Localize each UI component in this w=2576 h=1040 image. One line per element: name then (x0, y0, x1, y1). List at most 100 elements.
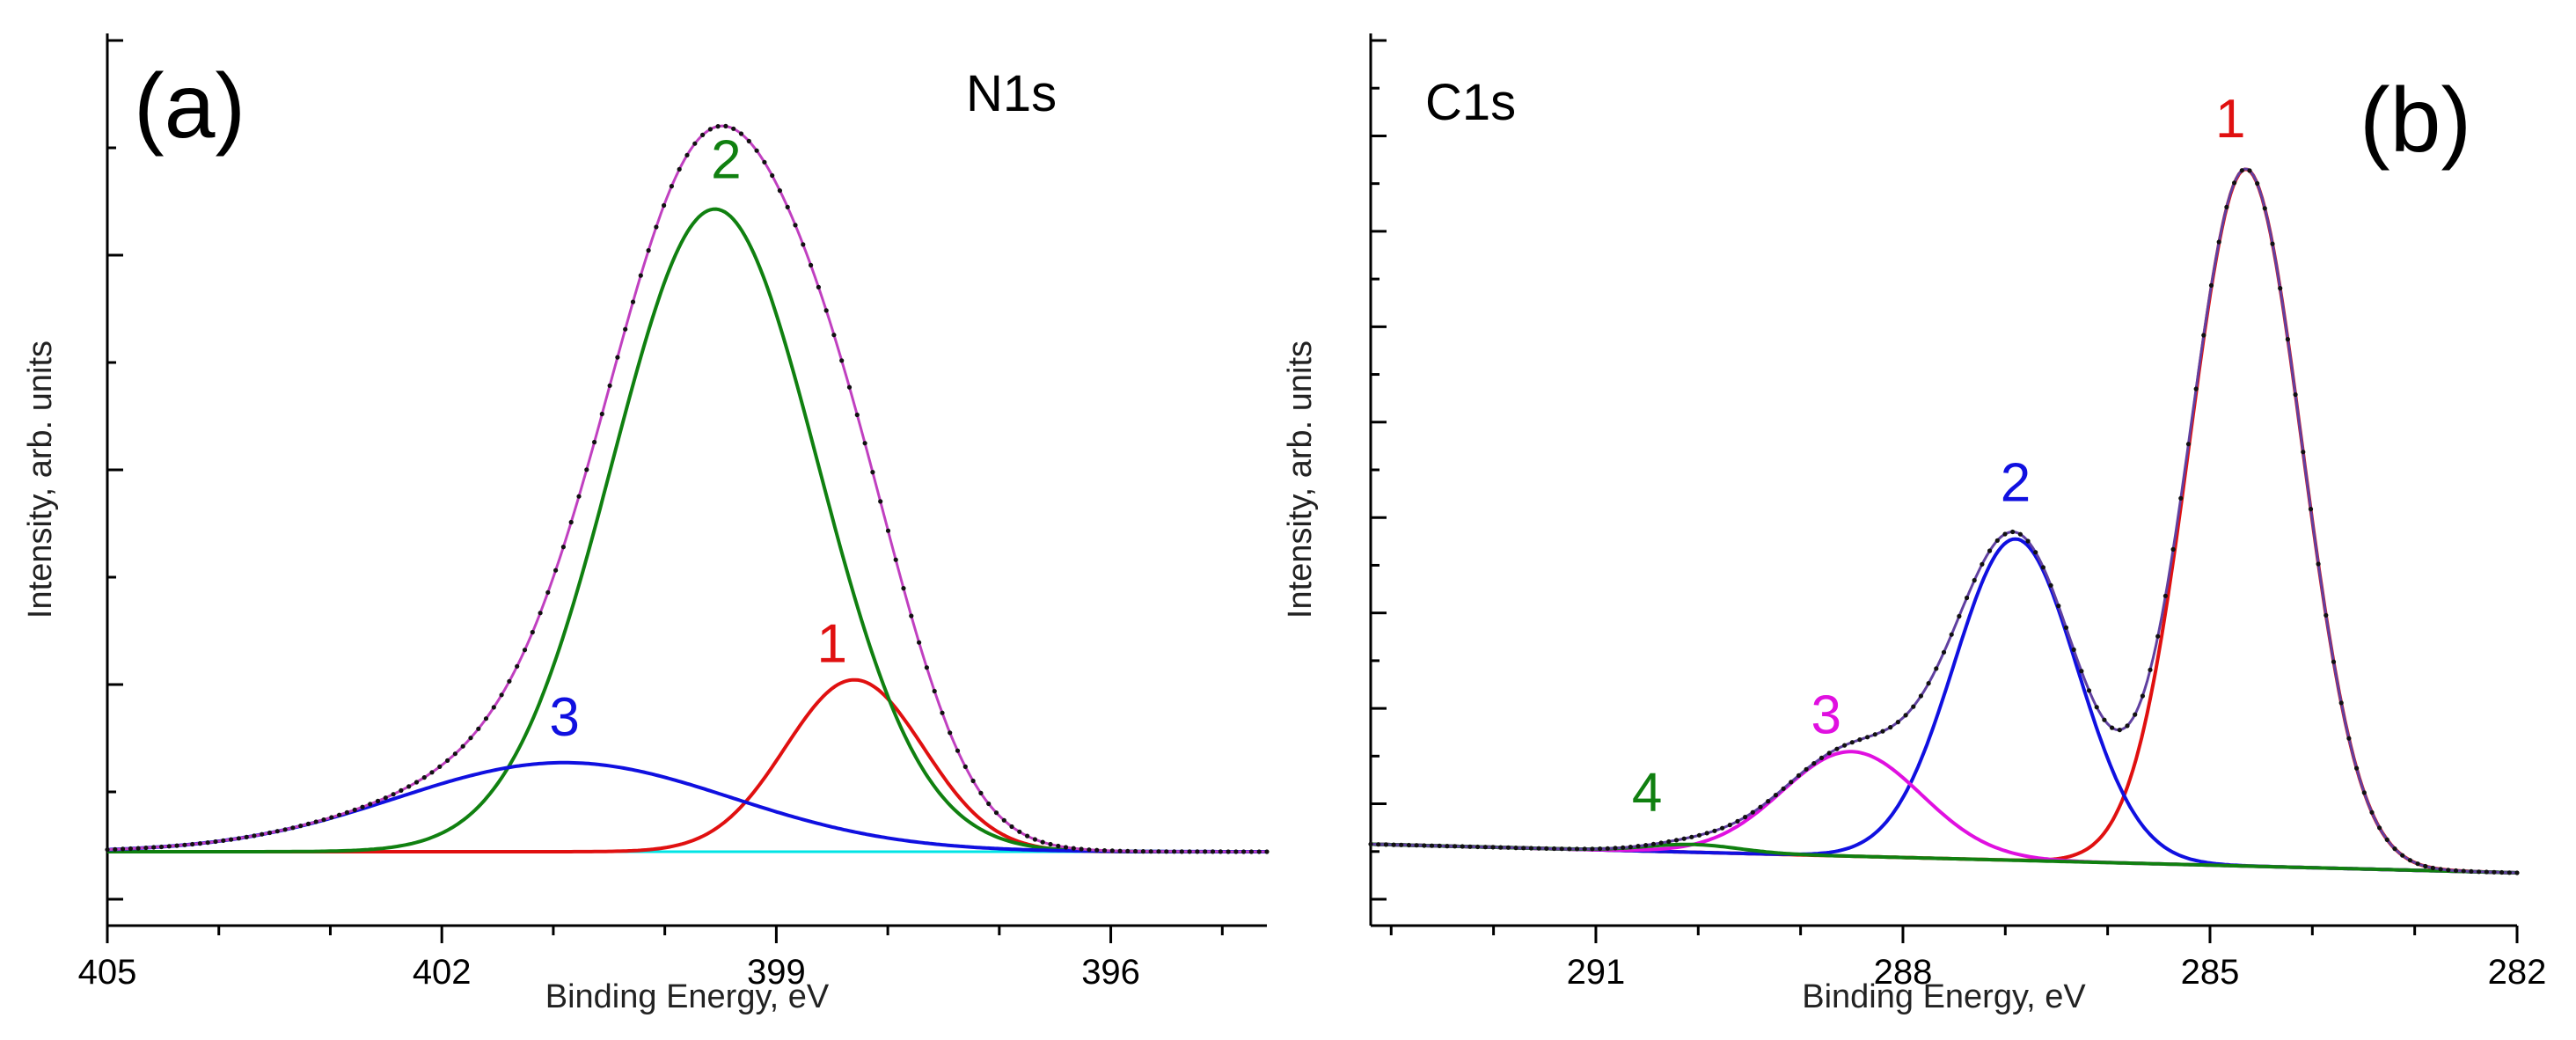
data-point (1264, 849, 1270, 854)
data-point (1681, 836, 1687, 841)
data-point (1918, 693, 1923, 699)
data-point (1475, 844, 1481, 850)
data-point (1911, 704, 1916, 709)
data-point (2170, 546, 2176, 553)
data-point (823, 308, 829, 313)
data-point (1965, 595, 1970, 601)
data-point (399, 787, 404, 794)
data-point (2216, 239, 2221, 245)
data-point (576, 494, 582, 499)
data-point (738, 131, 744, 136)
data-point (1636, 844, 1641, 849)
data-point (723, 123, 728, 128)
data-point (290, 825, 296, 831)
data-point (413, 780, 420, 785)
data-point (854, 412, 860, 418)
data-point (1941, 649, 1947, 655)
data-point (2338, 700, 2344, 706)
data-point (948, 730, 953, 736)
data-point (2117, 728, 2122, 733)
data-point (274, 829, 280, 834)
data-point (2506, 870, 2512, 875)
data-point (1218, 849, 1223, 854)
data-point (1544, 846, 1549, 852)
data-point (2178, 495, 2184, 501)
data-point (2423, 863, 2428, 869)
data-point (236, 836, 241, 841)
data-point (1934, 666, 1939, 671)
data-point (2453, 868, 2459, 874)
data-point (2048, 582, 2053, 588)
data-point (862, 441, 867, 446)
data-point (1164, 849, 1169, 854)
data-point (1109, 848, 1115, 853)
data-point (205, 840, 210, 846)
data-point (2224, 204, 2229, 209)
x-tick-label: 288 (1874, 953, 1933, 992)
data-point (1994, 538, 2000, 543)
x-tick-label: 285 (2181, 953, 2240, 992)
data-point (777, 188, 783, 194)
y-axis-title: Intensity, arb. units (1282, 341, 1319, 619)
panel-label: (b) (2360, 70, 2471, 172)
data-point (809, 262, 814, 267)
data-point (421, 775, 427, 780)
data-point (113, 846, 118, 852)
data-point (746, 138, 751, 143)
data-point (654, 224, 659, 230)
data-point (677, 166, 682, 172)
data-point (166, 844, 172, 849)
data-point (692, 141, 698, 146)
data-point (2140, 693, 2145, 699)
data-point (1383, 842, 1388, 847)
data-point (924, 665, 929, 670)
data-point (793, 223, 798, 228)
data-point (2102, 717, 2107, 722)
data-point (1613, 846, 1618, 851)
data-point (1888, 725, 1893, 730)
component-peak-3 (1370, 750, 2518, 875)
data-point (483, 716, 489, 721)
data-point (468, 736, 473, 741)
data-point (260, 831, 265, 837)
data-point (885, 528, 891, 533)
data-point (2492, 869, 2497, 875)
data-point (1505, 845, 1511, 850)
panel-label: (a) (134, 55, 245, 157)
data-point (1559, 846, 1564, 852)
data-point (1179, 849, 1184, 854)
data-point (707, 127, 714, 132)
data-point (545, 590, 551, 595)
data-point (1521, 846, 1526, 851)
data-point (298, 824, 304, 829)
data-point (955, 748, 961, 753)
data-point (1467, 844, 1473, 849)
data-point (2377, 825, 2382, 831)
data-point (2484, 869, 2489, 875)
data-point (530, 629, 535, 635)
data-point (1926, 681, 1931, 686)
data-point (870, 470, 875, 475)
data-point (1773, 793, 1778, 798)
data-point (2361, 790, 2367, 795)
data-point (406, 784, 412, 789)
data-point (128, 846, 133, 852)
component-label-4: 4 (1632, 763, 1662, 824)
x-axis-title: Binding Energy, eV (545, 978, 830, 1015)
data-point (460, 743, 465, 749)
data-point (313, 819, 318, 824)
data-point (1094, 847, 1100, 853)
data-point (2331, 659, 2337, 664)
spectrum-label: C1s (1425, 74, 1516, 131)
data-point (158, 844, 165, 850)
data-point (1248, 849, 1254, 854)
data-point (917, 640, 922, 645)
data-point (684, 152, 690, 157)
data-point (1437, 843, 1442, 849)
data-point (584, 467, 589, 472)
data-point (568, 519, 574, 525)
data-point (715, 124, 721, 129)
data-point (151, 845, 157, 850)
data-point (623, 326, 628, 332)
